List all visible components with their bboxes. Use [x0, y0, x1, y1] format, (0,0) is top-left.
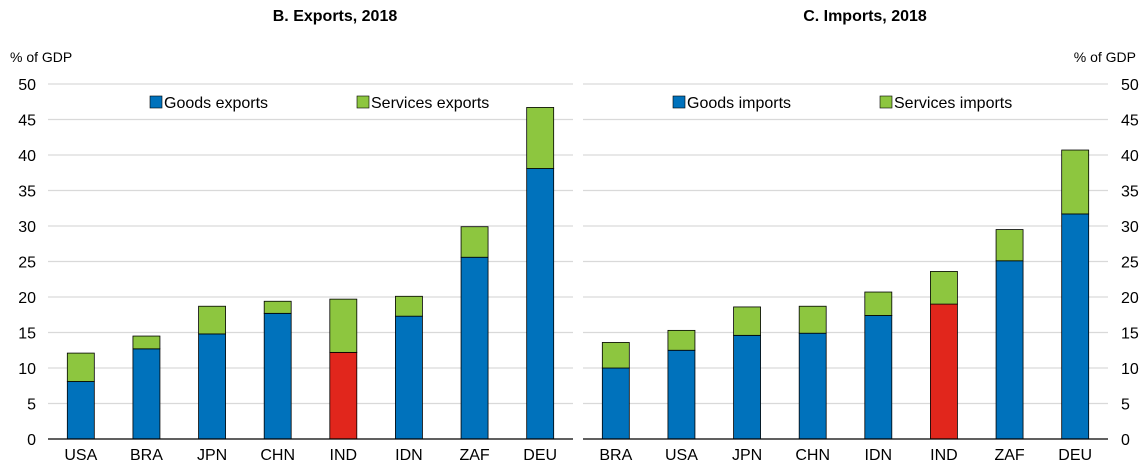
imports-y-tick-label: 0 — [1121, 432, 1130, 449]
exports-services-bar-idn — [395, 295, 423, 317]
exports-goods-bar-zaf — [460, 256, 489, 440]
imports-services-bar-ind — [930, 271, 958, 305]
exports-services-bar-jpn — [198, 305, 226, 335]
exports-legend-goods-swatch — [149, 95, 163, 109]
exports-legend-services-label: Services exports — [371, 95, 489, 112]
exports-y-tick-label: 45 — [18, 113, 36, 130]
exports-x-tick-label: ZAF — [459, 447, 489, 464]
imports-goods-bar-idn — [864, 315, 893, 440]
exports-x-tick-label: DEU — [523, 447, 557, 464]
exports-services-bar-zaf — [460, 226, 489, 258]
exports-goods-bar-ind — [329, 351, 358, 440]
imports-chart: 0 5 10 15 20 25 30 35 40 45 50 BRA USA JPN CHN IDN IND ZA… — [583, 77, 1139, 464]
imports-y-tick-label: 30 — [1121, 219, 1139, 236]
exports-legend-goods-label: Goods exports — [164, 95, 268, 112]
exports-x-tick-label: BRA — [130, 447, 163, 464]
exports-x-tick-label: IDN — [395, 447, 423, 464]
exports-goods-bar-bra — [132, 348, 161, 440]
exports-services-bar-chn — [263, 300, 292, 314]
exports-x-tick-label: CHN — [260, 447, 295, 464]
imports-x-tick-label: USA — [665, 447, 698, 464]
exports-y-tick-label: 20 — [18, 290, 36, 307]
exports-chart: 0 5 10 15 20 25 30 35 40 45 50 USA BRA JPN CHN IND IDN ZA… — [18, 77, 573, 464]
imports-y-tick-label: 5 — [1121, 397, 1130, 414]
imports-x-tick-label: IDN — [865, 447, 893, 464]
exports-goods-bar-idn — [395, 315, 423, 440]
imports-x-tick-label: BRA — [599, 447, 632, 464]
imports-y-tick-label: 35 — [1121, 184, 1139, 201]
exports-legend-services-swatch — [356, 95, 370, 109]
imports-x-tick-label: ZAF — [994, 447, 1024, 464]
exports-x-tick-label: JPN — [197, 447, 227, 464]
imports-services-bar-jpn — [733, 306, 761, 336]
exports-x-tick-label: USA — [64, 447, 97, 464]
imports-x-tick-label: CHN — [795, 447, 830, 464]
exports-services-bar-usa — [66, 352, 95, 382]
exports-y-tick-label: 25 — [18, 255, 36, 272]
exports-services-bar-ind — [329, 298, 358, 353]
imports-x-tick-label: DEU — [1058, 447, 1092, 464]
imports-services-bar-deu — [1061, 149, 1090, 215]
exports-y-tick-label: 10 — [18, 361, 36, 378]
imports-services-bar-usa — [667, 329, 696, 351]
imports-goods-bar-bra — [601, 367, 630, 440]
imports-legend-goods-swatch — [672, 95, 686, 109]
imports-y-tick-label: 20 — [1121, 290, 1139, 307]
exports-goods-bar-usa — [66, 381, 95, 440]
imports-goods-bar-ind — [930, 303, 958, 440]
imports-goods-bar-deu — [1061, 213, 1090, 440]
exports-y-tick-label: 50 — [18, 77, 36, 94]
exports-y-tick-label: 35 — [18, 184, 36, 201]
exports-y-tick-label: 15 — [18, 326, 36, 343]
exports-y-tick-label: 30 — [18, 219, 36, 236]
imports-goods-bar-jpn — [733, 334, 761, 440]
imports-goods-bar-usa — [667, 349, 696, 440]
exports-y-tick-label: 40 — [18, 148, 36, 165]
imports-y-tick-label: 45 — [1121, 113, 1139, 130]
imports-services-bar-bra — [601, 342, 630, 369]
exports-y-unit-label: % of GDP — [10, 49, 73, 65]
imports-x-tick-label: IND — [930, 447, 958, 464]
exports-goods-bar-jpn — [198, 333, 226, 440]
exports-y-tick-label: 5 — [27, 397, 36, 414]
imports-y-tick-label: 25 — [1121, 255, 1139, 272]
exports-x-tick-label: IND — [330, 447, 358, 464]
imports-legend-services-label: Services imports — [894, 95, 1012, 112]
exports-goods-bar-chn — [263, 312, 292, 440]
exports-y-tick-label: 0 — [27, 432, 36, 449]
imports-y-tick-label: 10 — [1121, 361, 1139, 378]
imports-goods-bar-zaf — [995, 260, 1024, 440]
imports-legend-services-swatch — [879, 95, 893, 109]
exports-goods-bar-deu — [526, 168, 555, 440]
imports-y-tick-label: 40 — [1121, 148, 1139, 165]
imports-services-bar-chn — [798, 305, 827, 334]
exports-services-bar-bra — [132, 335, 161, 350]
imports-chart-title: C. Imports, 2018 — [803, 8, 927, 25]
imports-y-unit-label: % of GDP — [1073, 49, 1136, 65]
imports-x-tick-label: JPN — [732, 447, 762, 464]
imports-services-bar-zaf — [995, 229, 1024, 262]
imports-legend-goods-label: Goods imports — [687, 95, 791, 112]
exports-services-bar-deu — [526, 107, 555, 169]
exports-chart-title: B. Exports, 2018 — [272, 8, 398, 25]
imports-services-bar-idn — [864, 291, 893, 316]
imports-goods-bar-chn — [798, 332, 827, 440]
imports-y-tick-label: 50 — [1121, 77, 1139, 94]
imports-y-tick-label: 15 — [1121, 326, 1139, 343]
